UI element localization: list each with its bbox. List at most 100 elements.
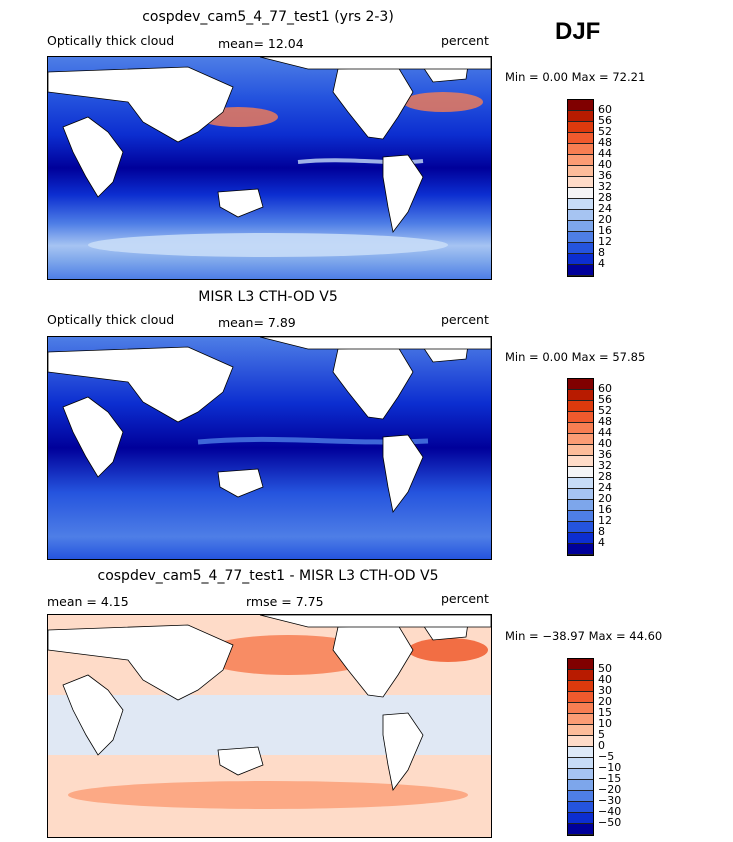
- panel2-map: [47, 336, 492, 560]
- colorbar-cell: [568, 813, 593, 824]
- colorbar-cell: [568, 780, 593, 791]
- colorbar-tick-label: 20: [598, 492, 612, 505]
- colorbar-tick-label: 28: [598, 191, 612, 204]
- colorbar-tick-label: 20: [598, 695, 612, 708]
- colorbar-cell: [568, 802, 593, 813]
- colorbar-cell: [568, 177, 593, 188]
- colorbar-cell: [568, 791, 593, 802]
- colorbar-tick-label: 15: [598, 706, 612, 719]
- colorbar-cell: [568, 434, 593, 445]
- colorbar-tick-label: 44: [598, 426, 612, 439]
- colorbar-cell: [568, 478, 593, 489]
- panel1-units: percent: [441, 33, 489, 48]
- panel1-map-svg: [48, 57, 491, 279]
- colorbar-cell: [568, 725, 593, 736]
- colorbar-cell: [568, 166, 593, 177]
- colorbar-tick-label: −20: [598, 783, 622, 796]
- colorbar-tick-label: −40: [598, 805, 622, 818]
- colorbar-cell: [568, 412, 593, 423]
- land-masses: [48, 337, 491, 513]
- colorbar-cell: [568, 210, 593, 221]
- colorbar-tick-label: −10: [598, 761, 622, 774]
- panel1-variable-label: Optically thick cloud: [47, 33, 175, 48]
- colorbar-cell: [568, 692, 593, 703]
- colorbar-tick-label: 36: [598, 169, 612, 182]
- colorbar-cell: [568, 144, 593, 155]
- southern-ocean-positive: [68, 781, 468, 809]
- colorbar-cell: [568, 390, 593, 401]
- panel1-colorbar: [567, 99, 594, 277]
- colorbar-cell: [568, 221, 593, 232]
- panel3-colorbar: [567, 658, 594, 836]
- colorbar-tick-label: 44: [598, 147, 612, 160]
- colorbar-tick-label: 0: [598, 739, 605, 752]
- colorbar-cell: [568, 122, 593, 133]
- colorbar-cell: [568, 467, 593, 478]
- panel1-mean: mean= 12.04: [218, 36, 304, 51]
- colorbar-cell: [568, 100, 593, 111]
- southern-ocean-band: [88, 233, 448, 257]
- colorbar-cell: [568, 254, 593, 265]
- north-atlantic-positive: [408, 638, 488, 662]
- colorbar-tick-label: 12: [598, 235, 612, 248]
- panel2-title: MISR L3 CTH-OD V5: [198, 289, 338, 305]
- panel2-variable-label: Optically thick cloud: [47, 312, 175, 327]
- panel1-range: Min = 0.00 Max = 72.21: [505, 70, 646, 84]
- colorbar-cell: [568, 243, 593, 254]
- panel1-map: [47, 56, 492, 280]
- colorbar-cell: [568, 401, 593, 412]
- colorbar-cell: [568, 133, 593, 144]
- panel1-title: cospdev_cam5_4_77_test1 (yrs 2-3): [142, 9, 394, 25]
- colorbar-tick-label: 16: [598, 503, 612, 516]
- panel2-range: Min = 0.00 Max = 57.85: [505, 350, 646, 364]
- colorbar-tick-label: 60: [598, 103, 612, 116]
- colorbar-cell: [568, 500, 593, 511]
- colorbar-tick-label: 24: [598, 481, 612, 494]
- colorbar-cell: [568, 199, 593, 210]
- colorbar-tick-label: 12: [598, 514, 612, 527]
- colorbar-tick-label: −30: [598, 794, 622, 807]
- panel3-units: percent: [441, 591, 489, 606]
- colorbar-tick-label: 50: [598, 662, 612, 675]
- colorbar-tick-label: 30: [598, 684, 612, 697]
- colorbar-cell: [568, 758, 593, 769]
- colorbar-tick-label: −5: [598, 750, 615, 763]
- panel2-colorbar: [567, 378, 594, 556]
- colorbar-tick-label: 48: [598, 136, 612, 149]
- colorbar-tick-label: 52: [598, 404, 612, 417]
- colorbar-tick-label: 56: [598, 114, 612, 127]
- panel2-units: percent: [441, 312, 489, 327]
- panel3-range: Min = −38.97 Max = 44.60: [505, 629, 663, 643]
- colorbar-tick-label: 40: [598, 158, 612, 171]
- colorbar-cell: [568, 747, 593, 758]
- colorbar-tick-label: 20: [598, 213, 612, 226]
- colorbar-cell: [568, 659, 593, 670]
- colorbar-cell: [568, 456, 593, 467]
- colorbar-cell: [568, 714, 593, 725]
- colorbar-cell: [568, 681, 593, 692]
- panel3-map-svg: [48, 615, 491, 837]
- colorbar-tick-label: 32: [598, 180, 612, 193]
- colorbar-cell: [568, 232, 593, 243]
- colorbar-tick-label: −50: [598, 816, 622, 829]
- panel2-map-svg: [48, 337, 491, 559]
- panel2-mean: mean= 7.89: [218, 315, 296, 330]
- panel3-rmse: rmse = 7.75: [246, 594, 324, 609]
- colorbar-cell: [568, 111, 593, 122]
- colorbar-tick-label: 8: [598, 246, 605, 259]
- colorbar-tick-label: 56: [598, 393, 612, 406]
- colorbar-tick-label: 40: [598, 673, 612, 686]
- colorbar-cell: [568, 265, 593, 276]
- colorbar-cell: [568, 670, 593, 681]
- colorbar-cell: [568, 736, 593, 747]
- colorbar-cell: [568, 544, 593, 555]
- colorbar-cell: [568, 824, 593, 835]
- colorbar-tick-label: 5: [598, 728, 605, 741]
- colorbar-cell: [568, 533, 593, 544]
- colorbar-tick-label: 24: [598, 202, 612, 215]
- season-label: DJF: [555, 18, 601, 45]
- colorbar-cell: [568, 423, 593, 434]
- colorbar-cell: [568, 155, 593, 166]
- panel3-title: cospdev_cam5_4_77_test1 - MISR L3 CTH-OD…: [97, 568, 439, 584]
- colorbar-tick-label: 4: [598, 257, 605, 270]
